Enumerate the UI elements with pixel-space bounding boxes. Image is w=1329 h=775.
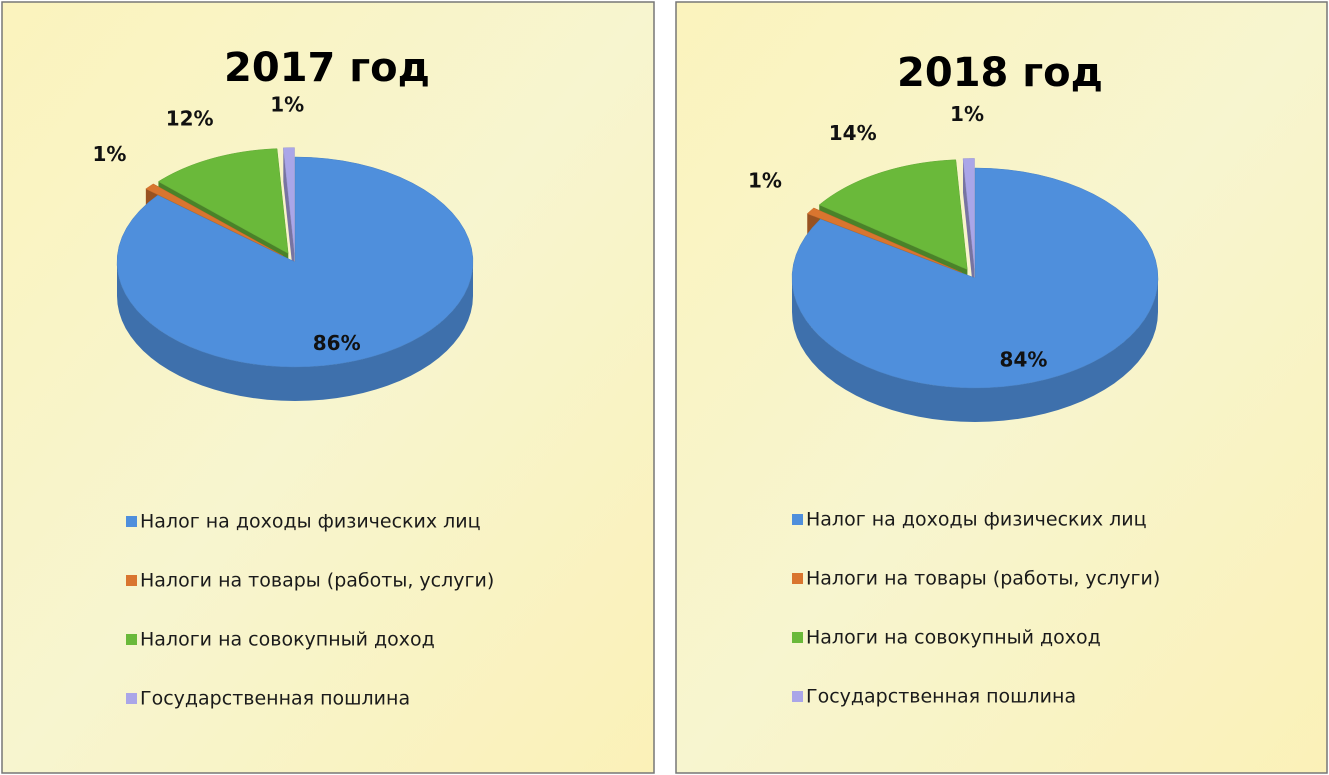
pie-slice bbox=[283, 147, 295, 253]
legend-label: Налоги на товары (работы, услуги) bbox=[806, 568, 1160, 590]
legend-label: Государственная пошлина bbox=[806, 686, 1076, 708]
pie-slice bbox=[962, 158, 975, 269]
pie-slice bbox=[145, 183, 284, 256]
pie-slice bbox=[157, 148, 289, 254]
data-label: 1% bbox=[950, 102, 984, 126]
pie-slice bbox=[806, 207, 962, 273]
legend-swatch bbox=[126, 693, 137, 704]
data-label: 1% bbox=[270, 93, 304, 117]
legend-label: Государственная пошлина bbox=[140, 688, 410, 710]
legend-label: Налоги на товары (работы, услуги) bbox=[140, 570, 494, 592]
legend-swatch bbox=[792, 632, 803, 643]
pie-slice bbox=[818, 159, 968, 270]
legend-swatch bbox=[126, 516, 137, 527]
pie-wall bbox=[963, 158, 975, 303]
data-label: 84% bbox=[1000, 348, 1048, 372]
pie-side bbox=[792, 278, 1158, 422]
legend-label: Налог на доходы физических лиц bbox=[806, 509, 1147, 531]
legend-swatch bbox=[126, 575, 137, 586]
pie-side bbox=[117, 262, 473, 401]
data-label: 14% bbox=[829, 121, 877, 145]
data-label: 1% bbox=[92, 142, 126, 166]
pie-slice bbox=[116, 156, 474, 368]
pie-slice bbox=[791, 167, 1159, 389]
legend-label: Налоги на совокупный доход bbox=[806, 627, 1101, 649]
legend-label: Налог на доходы физических лиц bbox=[140, 511, 481, 533]
data-label: 12% bbox=[166, 106, 214, 130]
chart-title: 2018 год bbox=[897, 50, 1103, 96]
legend-label: Налоги на совокупный доход bbox=[140, 629, 435, 651]
legend-swatch bbox=[792, 573, 803, 584]
data-label: 1% bbox=[748, 169, 782, 193]
data-label: 86% bbox=[313, 331, 361, 355]
legend-swatch bbox=[126, 634, 137, 645]
chart-title: 2017 год bbox=[224, 45, 430, 91]
legend-swatch bbox=[792, 691, 803, 702]
legend-swatch bbox=[792, 514, 803, 525]
pie-wall bbox=[283, 147, 295, 287]
